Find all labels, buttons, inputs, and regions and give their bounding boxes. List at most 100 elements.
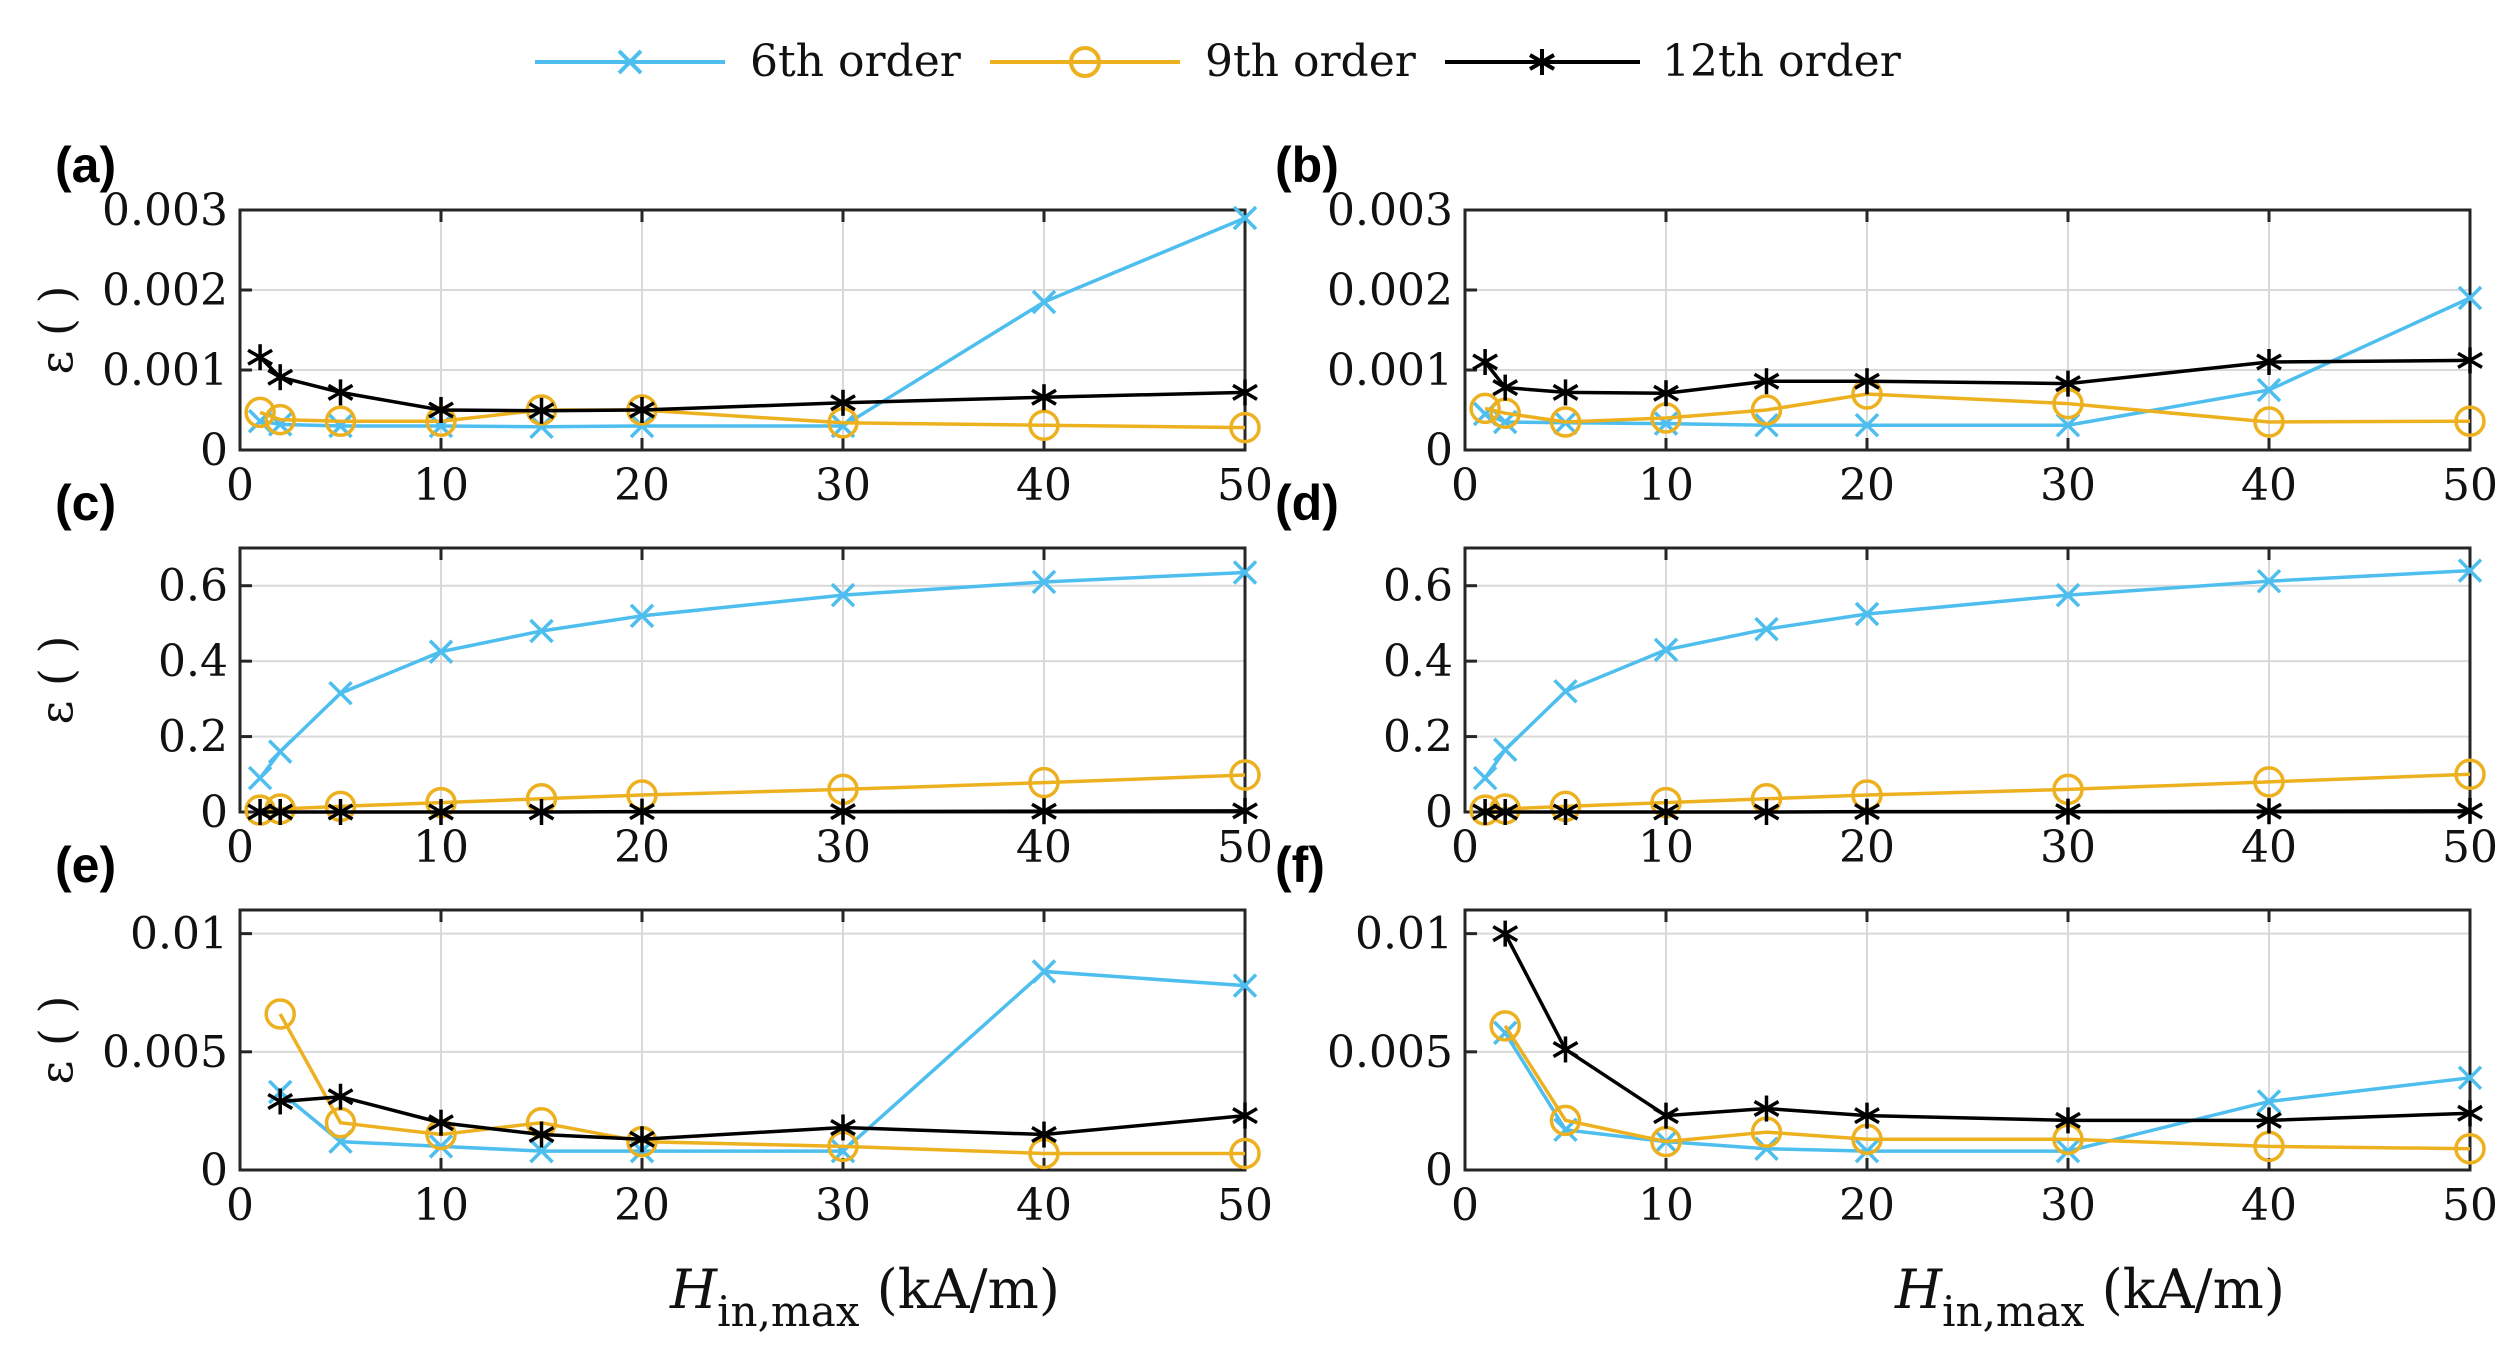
data-point bbox=[1549, 1104, 1582, 1137]
axes-box bbox=[1463, 208, 2472, 452]
data-point bbox=[1653, 799, 1679, 825]
legend-marker-x bbox=[617, 49, 643, 75]
data-point bbox=[629, 798, 655, 825]
y-tick-label: 0.6 bbox=[158, 561, 228, 612]
data-point bbox=[529, 618, 554, 644]
data-point bbox=[267, 364, 294, 391]
y-tick-label: 0.6 bbox=[1383, 561, 1453, 612]
legend-entry-6th-order[interactable]: 6th order bbox=[535, 36, 962, 87]
data-point bbox=[1229, 759, 1261, 791]
data-point bbox=[2454, 758, 2486, 791]
data-point bbox=[830, 582, 856, 608]
data-point bbox=[629, 1126, 655, 1153]
data-point bbox=[1031, 1121, 1057, 1148]
x-tick-label: 20 bbox=[614, 460, 670, 511]
series-line bbox=[279, 969, 1246, 1153]
data-point bbox=[529, 1138, 554, 1164]
y-tick-label: 0 bbox=[200, 787, 228, 838]
series-line bbox=[1484, 392, 2471, 424]
x-tick-label: 40 bbox=[1016, 460, 1072, 511]
data-point bbox=[1753, 368, 1780, 395]
x-tick-label: 20 bbox=[614, 822, 670, 873]
x-axis-title-right: Hin,max (kA/m) bbox=[1894, 1258, 2285, 1336]
series-line bbox=[1503, 1031, 2471, 1153]
data-point bbox=[1552, 799, 1579, 825]
x-tick-label: 50 bbox=[2442, 822, 2498, 873]
data-point bbox=[1031, 289, 1057, 315]
series-12th-order bbox=[1472, 797, 2483, 825]
legend-label-6th-order: 6th order bbox=[750, 36, 962, 87]
data-point bbox=[1232, 560, 1258, 585]
panel-c: 0 10 20 30 40 50 0 0.2 0.4 0.6 (c) ε ( ) bbox=[29, 475, 1273, 873]
series-line bbox=[1503, 1024, 2471, 1151]
x-tick-label: 20 bbox=[1839, 822, 1895, 873]
series-9th-order bbox=[1469, 758, 2486, 826]
series-line bbox=[280, 1094, 1246, 1142]
legend-entry-12th-order[interactable]: 12th order bbox=[1445, 36, 1902, 87]
x-tick-label: 0 bbox=[226, 460, 254, 511]
data-point bbox=[2457, 347, 2483, 374]
axes-box bbox=[238, 908, 1247, 1172]
series-line bbox=[1503, 932, 2471, 1123]
panel-d: 0 10 20 30 40 50 0 0.2 0.4 0.6 (d) bbox=[1275, 475, 2498, 873]
y-tick-label: 0.005 bbox=[1327, 1027, 1453, 1078]
series-12th-order bbox=[247, 344, 1258, 424]
x-tick-label: 50 bbox=[1217, 822, 1273, 873]
x-tick-label: 30 bbox=[2040, 822, 2096, 873]
data-point bbox=[327, 1083, 354, 1110]
y-tick-label: 0.002 bbox=[1327, 265, 1453, 316]
legend-marker-circle bbox=[1069, 46, 1101, 78]
x-tick-label: 20 bbox=[1839, 1180, 1895, 1231]
series-6th-order bbox=[247, 560, 1258, 791]
x-tick-label: 10 bbox=[413, 822, 469, 873]
data-point bbox=[2055, 582, 2081, 608]
series-9th-order bbox=[244, 759, 1261, 826]
legend-entry-9th-order[interactable]: 9th order bbox=[990, 36, 1417, 87]
data-point bbox=[2253, 766, 2285, 798]
series-line bbox=[260, 773, 1246, 812]
data-point bbox=[1492, 920, 1519, 947]
series-6th-order bbox=[1472, 558, 2483, 791]
data-point bbox=[2457, 285, 2483, 311]
series-line bbox=[1485, 809, 2471, 814]
series-line bbox=[258, 570, 1246, 780]
x-tick-label: 20 bbox=[1839, 460, 1895, 511]
data-point bbox=[247, 799, 273, 825]
panel-label: (c) bbox=[55, 475, 116, 531]
data-point bbox=[2256, 349, 2282, 375]
y-tick-label: 0.005 bbox=[102, 1027, 228, 1078]
legend-marker-asterisk bbox=[1528, 49, 1556, 75]
data-point bbox=[1489, 1010, 1521, 1042]
data-point bbox=[1552, 379, 1579, 406]
x-tick-label: 40 bbox=[2241, 822, 2297, 873]
data-point bbox=[830, 1114, 856, 1141]
data-point bbox=[1232, 797, 1258, 824]
data-point bbox=[1653, 380, 1679, 407]
data-point bbox=[428, 1109, 454, 1136]
y-tick-label: 0.003 bbox=[1327, 185, 1453, 236]
data-point bbox=[1854, 368, 1880, 395]
data-point bbox=[1031, 569, 1057, 595]
series-9th-order bbox=[264, 998, 1261, 1170]
x-tick-label: 50 bbox=[2442, 1180, 2498, 1231]
data-point bbox=[830, 389, 856, 416]
y-tick-label: 0.003 bbox=[102, 185, 228, 236]
y-tick-label: 0.001 bbox=[102, 345, 228, 396]
panel-label: (b) bbox=[1275, 137, 1339, 193]
data-point bbox=[1028, 409, 1060, 441]
data-point bbox=[2457, 1065, 2483, 1091]
data-point bbox=[1229, 411, 1261, 444]
data-point bbox=[1232, 205, 1258, 231]
data-point bbox=[2256, 1107, 2282, 1134]
y-axis-label: ε ( ) bbox=[29, 636, 83, 725]
grid bbox=[239, 209, 1246, 451]
y-tick-label: 0 bbox=[1425, 787, 1453, 838]
y-tick-label: 0.001 bbox=[1327, 345, 1453, 396]
data-point bbox=[528, 799, 555, 825]
y-tick-label: 0 bbox=[1425, 1145, 1453, 1196]
x-tick-label: 0 bbox=[1451, 822, 1479, 873]
x-tick-label: 30 bbox=[815, 822, 871, 873]
grid bbox=[1464, 548, 2471, 813]
legend-label-12th-order: 12th order bbox=[1662, 36, 1902, 87]
